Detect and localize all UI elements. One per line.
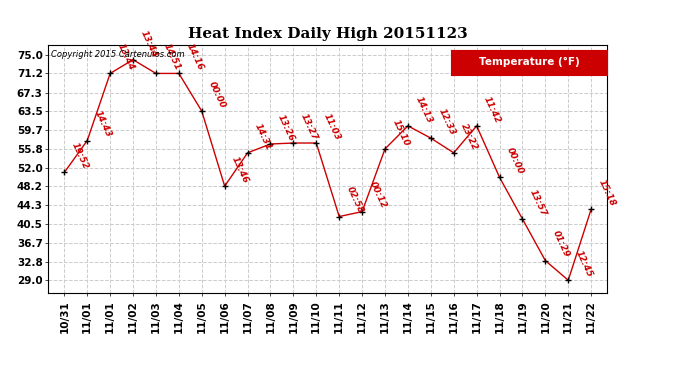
Text: 12:45: 12:45 [574,249,594,279]
Text: 02:58: 02:58 [345,185,365,215]
Text: 14:51: 14:51 [161,42,181,72]
Text: 00:00: 00:00 [505,146,525,176]
Text: Copyright 2015 Cartenuios.com: Copyright 2015 Cartenuios.com [51,50,185,59]
Text: 00:00: 00:00 [207,80,228,110]
Text: 13:57: 13:57 [528,188,549,218]
Text: 23:22: 23:22 [460,122,480,152]
Text: 15:10: 15:10 [391,118,411,147]
Text: 15:18: 15:18 [597,178,617,208]
Text: 00:12: 00:12 [368,180,388,210]
Text: 11:03: 11:03 [322,112,342,142]
Text: 14:13: 14:13 [413,95,434,124]
Text: 13:46: 13:46 [230,155,250,185]
Text: 14:31: 14:31 [253,122,273,152]
Text: 14:43: 14:43 [92,110,113,139]
Text: 11:42: 11:42 [482,95,502,124]
Text: 13:44: 13:44 [116,42,136,72]
Title: Heat Index Daily High 20151123: Heat Index Daily High 20151123 [188,27,468,41]
Text: 19:52: 19:52 [70,141,90,171]
Text: 13:26: 13:26 [276,113,296,142]
Text: 13:44: 13:44 [139,28,159,58]
Text: 14:16: 14:16 [184,42,205,72]
Text: 13:27: 13:27 [299,112,319,142]
Text: 01:29: 01:29 [551,230,571,259]
Text: 12:33: 12:33 [436,107,457,137]
